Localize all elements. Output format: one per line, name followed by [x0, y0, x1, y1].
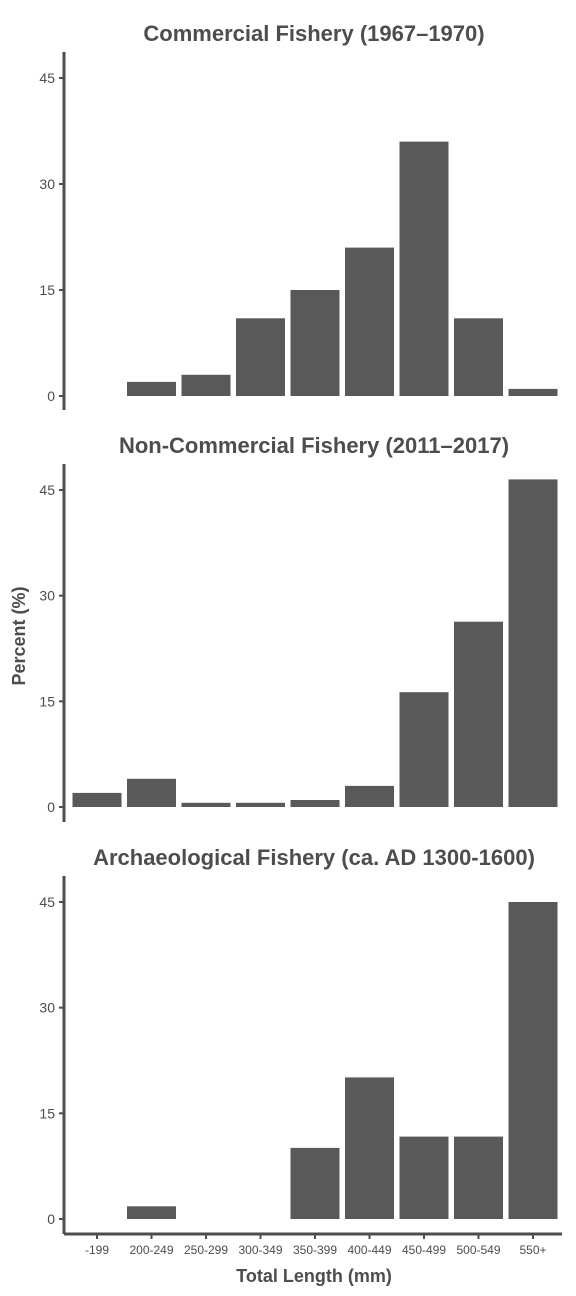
chart-panel-3: Archaeological Fishery (ca. AD 1300-1600… [39, 845, 562, 1257]
panel-title: Non-Commercial Fishery (2011–2017) [119, 433, 509, 458]
bar-350-399 [290, 1147, 340, 1219]
bar-300-349 [236, 802, 285, 807]
x-tick-label: 300-349 [238, 1243, 282, 1257]
bar-400-449 [345, 1077, 394, 1219]
x-tick-label: 400-449 [347, 1243, 391, 1257]
y-tick-label: 30 [39, 176, 55, 192]
bar-450-499 [399, 141, 449, 396]
bar-550+ [508, 388, 558, 396]
bar-350-399 [290, 800, 340, 807]
chart-panel-2: Non-Commercial Fishery (2011–2017) 0 15 30 4… [39, 433, 558, 822]
bar-200-249 [127, 778, 176, 807]
bar-200-249 [127, 381, 176, 396]
bar-550+ [508, 479, 558, 807]
y-tick-label: 15 [39, 282, 55, 298]
bar-500-549 [454, 1136, 503, 1219]
bar-200-249 [127, 1206, 176, 1219]
x-tick-label: 350-399 [293, 1243, 337, 1257]
y-tick-label: 0 [47, 1211, 55, 1227]
y-tick-label: 15 [39, 1105, 55, 1121]
x-tick-label: 250-299 [184, 1243, 228, 1257]
bar-250-299 [181, 374, 231, 396]
bar-400-449 [345, 785, 394, 807]
bar-350-399 [290, 290, 340, 396]
bar-400-449 [345, 247, 394, 396]
bar-450-499 [399, 692, 449, 807]
y-tick-label: 45 [39, 70, 55, 86]
bar-450-499 [399, 1136, 449, 1219]
x-tick-label: 550+ [519, 1243, 546, 1257]
bar-550+ [508, 902, 558, 1219]
panel-title: Archaeological Fishery (ca. AD 1300-1600… [93, 845, 535, 870]
bar-500-549 [454, 318, 503, 396]
x-tick-label: 450-499 [402, 1243, 446, 1257]
x-tick-label: 500-549 [456, 1243, 500, 1257]
y-tick-label: 45 [39, 894, 55, 910]
chart-panel-1: Commercial Fishery (1967–1970) 0 15 30 45 [39, 21, 558, 410]
y-axis-label: Percent (%) [9, 586, 29, 685]
panel-title: Commercial Fishery (1967–1970) [143, 21, 484, 46]
y-tick-label: 30 [39, 588, 55, 604]
y-tick-label: 45 [39, 482, 55, 498]
y-tick-label: 0 [47, 388, 55, 404]
x-tick-label: 200-249 [129, 1243, 173, 1257]
x-axis-label: Total Length (mm) [236, 1266, 392, 1286]
x-tick-label: -199 [85, 1243, 109, 1257]
bar-300-349 [236, 318, 285, 396]
bar-250-299 [181, 802, 231, 807]
bar-500-549 [454, 621, 503, 807]
y-tick-label: 30 [39, 1000, 55, 1016]
y-tick-label: 0 [47, 799, 55, 815]
bar--199 [72, 792, 122, 807]
y-tick-label: 15 [39, 693, 55, 709]
